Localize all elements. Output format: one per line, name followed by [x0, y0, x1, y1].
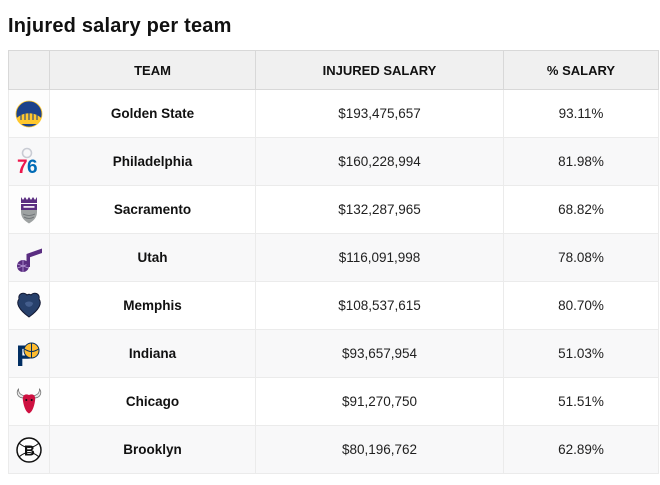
memphis-grizzlies-logo-icon [14, 289, 44, 323]
indiana-pacers-logo-icon: P [14, 337, 44, 373]
injured-salary-value: $93,657,954 [255, 329, 504, 378]
team-logo-cell: 7 6 [8, 137, 50, 186]
pct-salary-value: 80.70% [503, 281, 659, 330]
svg-text:7: 7 [17, 157, 28, 178]
pct-salary-value: 81.98% [503, 137, 659, 186]
team-logo-cell: B [8, 425, 50, 474]
pct-salary-value: 62.89% [503, 425, 659, 474]
injured-salary-value: $193,475,657 [255, 89, 504, 138]
pct-salary-value: 93.11% [503, 89, 659, 138]
header-team-column: TEAM [49, 50, 256, 90]
philadelphia-76ers-logo-icon: 7 6 [14, 145, 44, 179]
pct-salary-value: 68.82% [503, 185, 659, 234]
table-row: 7 6 Philadelphia $160,228,994 81.98% [8, 137, 659, 186]
team-name: Utah [49, 233, 256, 282]
team-name: Sacramento [49, 185, 256, 234]
svg-text:6: 6 [27, 157, 38, 178]
team-logo-cell: P [8, 329, 50, 378]
table-body: Golden State $193,475,657 93.11% 7 6 Phi… [8, 89, 659, 474]
chicago-bulls-logo-icon [14, 385, 44, 419]
team-name: Memphis [49, 281, 256, 330]
header-pct-salary-column: % SALARY [503, 50, 659, 90]
team-logo-cell [8, 281, 50, 330]
pct-salary-value: 51.03% [503, 329, 659, 378]
table-row: Utah $116,091,998 78.08% [8, 233, 659, 282]
page-title: Injured salary per team [8, 15, 232, 37]
injured-salary-value: $91,270,750 [255, 377, 504, 426]
svg-text:B: B [24, 442, 35, 459]
table-row: B Brooklyn $80,196,762 62.89% [8, 425, 659, 474]
team-name: Indiana [49, 329, 256, 378]
team-logo-cell [8, 377, 50, 426]
team-logo-cell [8, 233, 50, 282]
utah-jazz-logo-icon [14, 241, 44, 275]
header-injured-salary-column: INJURED SALARY [255, 50, 504, 90]
header-logo-column [8, 50, 50, 90]
team-name: Philadelphia [49, 137, 256, 186]
header-row: TEAM INJURED SALARY % SALARY [8, 50, 659, 90]
injured-salary-value: $132,287,965 [255, 185, 504, 234]
sacramento-kings-logo-icon [14, 193, 44, 227]
table-row: Golden State $193,475,657 93.11% [8, 89, 659, 138]
team-logo-cell [8, 89, 50, 138]
brooklyn-nets-logo-icon: B [14, 433, 44, 467]
pct-salary-value: 78.08% [503, 233, 659, 282]
injured-salary-value: $116,091,998 [255, 233, 504, 282]
table-row: Sacramento $132,287,965 68.82% [8, 185, 659, 234]
table-header: TEAM INJURED SALARY % SALARY [8, 50, 659, 90]
injured-salary-value: $160,228,994 [255, 137, 504, 186]
injured-salary-table: TEAM INJURED SALARY % SALARY [8, 50, 659, 474]
team-name: Chicago [49, 377, 256, 426]
team-logo-cell [8, 185, 50, 234]
golden-state-warriors-logo-icon [14, 97, 44, 131]
injured-salary-value: $108,537,615 [255, 281, 504, 330]
pct-salary-value: 51.51% [503, 377, 659, 426]
table-row: Chicago $91,270,750 51.51% [8, 377, 659, 426]
injured-salary-value: $80,196,762 [255, 425, 504, 474]
team-name: Golden State [49, 89, 256, 138]
table-row: Memphis $108,537,615 80.70% [8, 281, 659, 330]
table-row: P Indiana $93,657,954 51.03% [8, 329, 659, 378]
team-name: Brooklyn [49, 425, 256, 474]
